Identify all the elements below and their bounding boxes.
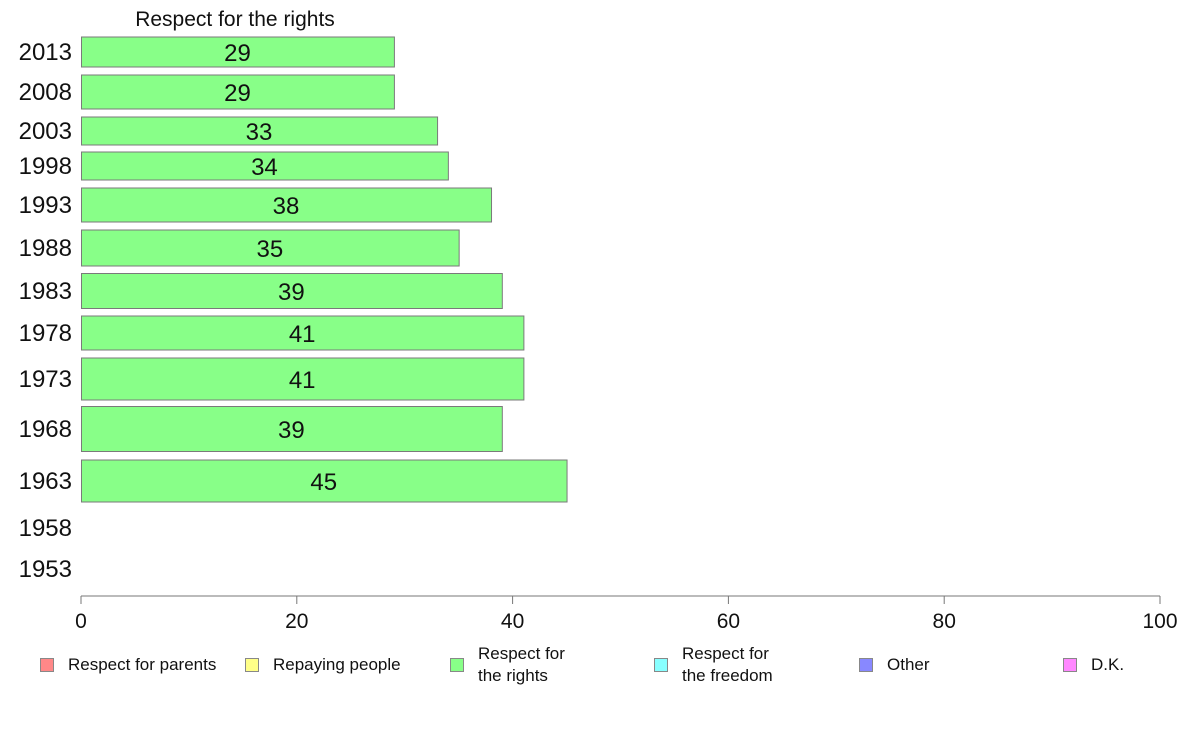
data-label-1978: 41 — [289, 321, 316, 348]
y-tick-label-1958: 1958 — [19, 515, 72, 542]
legend-item-dk: D.K. — [1063, 640, 1124, 690]
y-tick-label-1993: 1993 — [19, 192, 72, 219]
y-tick-label-1968: 1968 — [19, 416, 72, 443]
data-label-2003: 33 — [246, 119, 273, 146]
data-label-1988: 35 — [256, 236, 283, 263]
y-tick-label-2008: 2008 — [19, 79, 72, 106]
bar-1983 — [81, 273, 503, 309]
bar-1998 — [81, 151, 449, 181]
bar-2008 — [81, 74, 395, 110]
x-tick-label-40: 40 — [501, 610, 524, 633]
legend-item-respect-for-the-rights: Respect for the rights — [450, 640, 565, 690]
bar-1968 — [81, 406, 503, 452]
data-label-1983: 39 — [278, 279, 305, 306]
y-tick-label-1988: 1988 — [19, 235, 72, 262]
data-label-1998: 34 — [251, 154, 278, 181]
legend-item-respect-for-the-freedom: Respect for the freedom — [654, 640, 773, 690]
data-label-2013: 29 — [224, 40, 251, 67]
bar-1988 — [81, 229, 460, 267]
bar-2013 — [81, 36, 395, 68]
legend-swatch-other — [859, 658, 873, 672]
y-axis-labels: 2013 2008 2003 1998 1993 1988 1983 1978 1973 1968… — [19, 39, 72, 583]
legend-item-respect-for-parents: Respect for parents — [40, 640, 216, 690]
x-tick-label-80: 80 — [933, 610, 956, 633]
legend-swatch-respect-for-parents — [40, 658, 54, 672]
legend-item-repaying-people: Repaying people — [245, 640, 401, 690]
data-label-1973: 41 — [289, 367, 316, 394]
y-tick-label-2003: 2003 — [19, 118, 72, 145]
bar-1993 — [81, 187, 493, 223]
x-axis: 0 20 40 60 80 100 — [75, 595, 1178, 633]
legend-label-respect-for-the-freedom: Respect for the freedom — [682, 644, 773, 685]
x-tick-label-60: 60 — [717, 610, 740, 633]
x-tick-label-0: 0 — [75, 610, 87, 633]
legend-swatch-respect-for-the-rights — [450, 658, 464, 672]
y-tick-label-2013: 2013 — [19, 39, 72, 66]
data-label-1963: 45 — [310, 469, 337, 496]
legend: Respect for parents Repaying people Resp… — [0, 640, 1188, 700]
legend-label-respect-for-the-rights: Respect for the rights — [478, 644, 565, 685]
legend-swatch-dk — [1063, 658, 1077, 672]
legend-label-respect-for-parents: Respect for parents — [68, 655, 217, 674]
y-tick-label-1973: 1973 — [19, 366, 72, 393]
legend-label-repaying-people: Repaying people — [273, 655, 401, 674]
data-label-2008: 29 — [224, 80, 251, 107]
data-label-1993: 38 — [273, 193, 300, 220]
legend-item-other: Other — [859, 640, 930, 690]
y-tick-label-1983: 1983 — [19, 278, 72, 305]
bar-1978 — [81, 315, 525, 351]
bar-1973 — [81, 357, 525, 401]
bar-1963 — [81, 459, 568, 503]
bar-2003 — [81, 116, 439, 146]
data-label-1968: 39 — [278, 417, 305, 444]
legend-swatch-repaying-people — [245, 658, 259, 672]
legend-label-other: Other — [887, 655, 930, 674]
y-tick-label-1963: 1963 — [19, 468, 72, 495]
chart-title: Respect for the rights — [135, 8, 335, 31]
legend-label-dk: D.K. — [1091, 655, 1125, 674]
y-tick-label-1998: 1998 — [19, 153, 72, 180]
x-tick-label-100: 100 — [1142, 610, 1177, 633]
x-tick-label-20: 20 — [285, 610, 308, 633]
legend-swatch-respect-for-the-freedom — [654, 658, 668, 672]
y-tick-label-1953: 1953 — [19, 556, 72, 583]
y-tick-label-1978: 1978 — [19, 320, 72, 347]
